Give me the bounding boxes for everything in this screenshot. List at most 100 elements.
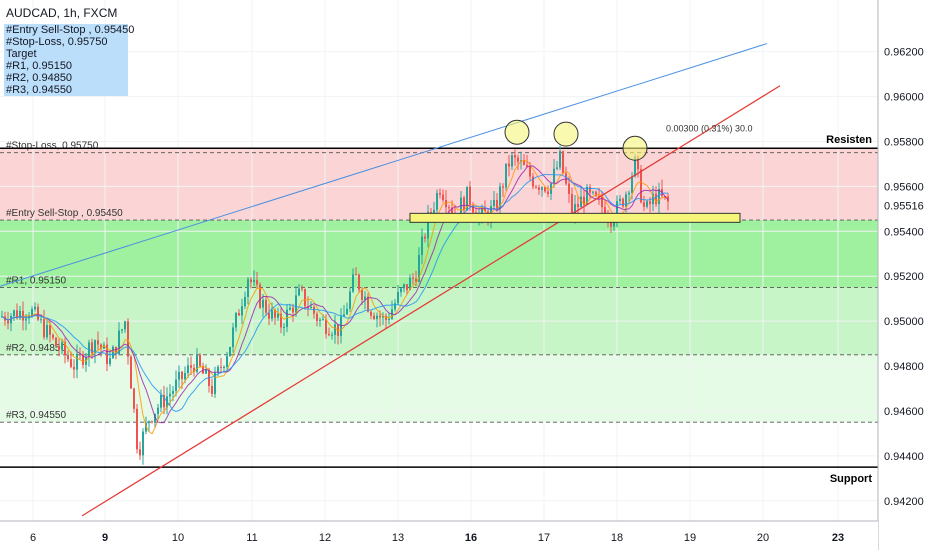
candle-body	[415, 278, 417, 282]
candle-body	[265, 299, 267, 313]
candle-body	[574, 204, 576, 217]
candle-body	[145, 423, 147, 432]
peak-circle-2	[622, 135, 648, 161]
candle-body	[589, 186, 591, 193]
candle-body	[298, 288, 300, 296]
candle-body	[343, 314, 345, 317]
candle-body	[247, 279, 249, 297]
candle-body	[229, 347, 231, 357]
price-tick-label: 0.95800	[884, 136, 924, 148]
candle-body	[619, 198, 621, 202]
candle-body	[277, 313, 279, 318]
candle-body	[655, 193, 657, 205]
candle-body	[322, 319, 324, 321]
candle-body	[97, 340, 99, 345]
candle-body	[523, 160, 525, 165]
note-entry: #Entry Sell-Stop , 0.95450	[6, 24, 135, 36]
price-tick-label: 0.96200	[884, 47, 924, 59]
candle-body	[73, 366, 75, 370]
candle-body	[124, 321, 126, 330]
candle-body	[508, 163, 510, 167]
candle-body	[373, 315, 375, 320]
time-tick-label: 12	[319, 532, 331, 544]
candle-body	[649, 201, 651, 205]
measure-label: 0.00300 (0.31%) 30.0	[666, 123, 753, 133]
candle-body	[7, 320, 9, 324]
candle-body	[79, 353, 81, 355]
candle-body	[388, 318, 390, 321]
candle-body	[340, 316, 342, 336]
candle-body	[421, 236, 423, 255]
note-r1: #R1, 0.95150	[6, 60, 73, 72]
candle-body	[199, 354, 201, 366]
candle-body	[397, 292, 399, 304]
candle-body	[157, 407, 159, 414]
candle-body	[262, 299, 264, 308]
candle-body	[445, 200, 447, 208]
candle-body	[13, 310, 15, 316]
level-label-0: #Stop-Loss, 0.95750	[6, 141, 99, 152]
candle-body	[544, 187, 546, 192]
candle-body	[178, 371, 180, 380]
moving-averages	[1, 160, 669, 435]
level-label-1: #Entry Sell-Stop , 0.95450	[6, 208, 123, 219]
candle-body	[496, 199, 498, 209]
candle-body	[646, 201, 648, 207]
time-tick-label: 17	[538, 532, 550, 544]
candle-body	[25, 318, 27, 321]
candle-body	[622, 198, 624, 207]
candle-body	[412, 277, 414, 279]
candle-body	[37, 306, 39, 320]
candle-body	[535, 186, 537, 188]
candle-body	[430, 211, 432, 214]
price-tick-label: 0.94800	[884, 361, 924, 373]
candle-body	[310, 306, 312, 309]
candle-body	[439, 192, 441, 195]
candle-body	[160, 394, 162, 408]
candle-body	[241, 306, 243, 316]
candle-body	[463, 197, 465, 211]
candle-body	[400, 288, 402, 293]
candle-body	[103, 344, 105, 349]
candle-body	[46, 325, 48, 338]
candle-body	[214, 372, 216, 394]
time-tick-label: 20	[757, 532, 769, 544]
candle-body	[613, 222, 615, 227]
trade-notes: #Entry Sell-Stop , 0.95450 #Stop-Loss, 0…	[4, 24, 135, 96]
time-axis-bg	[0, 521, 878, 550]
candle-body	[22, 310, 24, 321]
price-tick-label: 0.96000	[884, 92, 924, 104]
candle-body	[274, 309, 276, 318]
candle-body	[55, 337, 57, 346]
candle-body	[76, 353, 78, 370]
candle-body	[118, 330, 120, 354]
candle-body	[460, 197, 462, 217]
candle-body	[148, 421, 150, 424]
candle-body	[232, 327, 234, 348]
candle-body	[643, 202, 645, 207]
candle-body	[49, 325, 51, 335]
candle-body	[493, 199, 495, 207]
candle-body	[538, 187, 540, 190]
candle-body	[442, 194, 444, 201]
candle-body	[34, 306, 36, 310]
candle-body	[181, 371, 183, 380]
candle-body	[355, 274, 357, 276]
candle-body	[217, 366, 219, 373]
candle-body	[469, 186, 471, 205]
note-r2: #R2, 0.94850	[6, 72, 73, 84]
price-tick-label: 0.95200	[884, 271, 924, 283]
time-axis[interactable]: 6 9 10 11 12 13 16 17 18 19 20 23	[0, 520, 878, 550]
candle-body	[595, 191, 597, 196]
price-tick-label: 0.94200	[884, 496, 924, 508]
candle-body	[235, 313, 237, 328]
candle-body	[394, 303, 396, 310]
price-tick-label: 0.94600	[884, 406, 924, 418]
candle-body	[499, 186, 501, 209]
price-axis[interactable]: 0.96200 0.96000 0.95800 0.95600 0.95400 0.952…	[877, 0, 932, 550]
candle-body	[361, 289, 363, 300]
candle-body	[610, 220, 612, 227]
candle-body	[211, 385, 213, 394]
candle-body	[448, 207, 450, 209]
